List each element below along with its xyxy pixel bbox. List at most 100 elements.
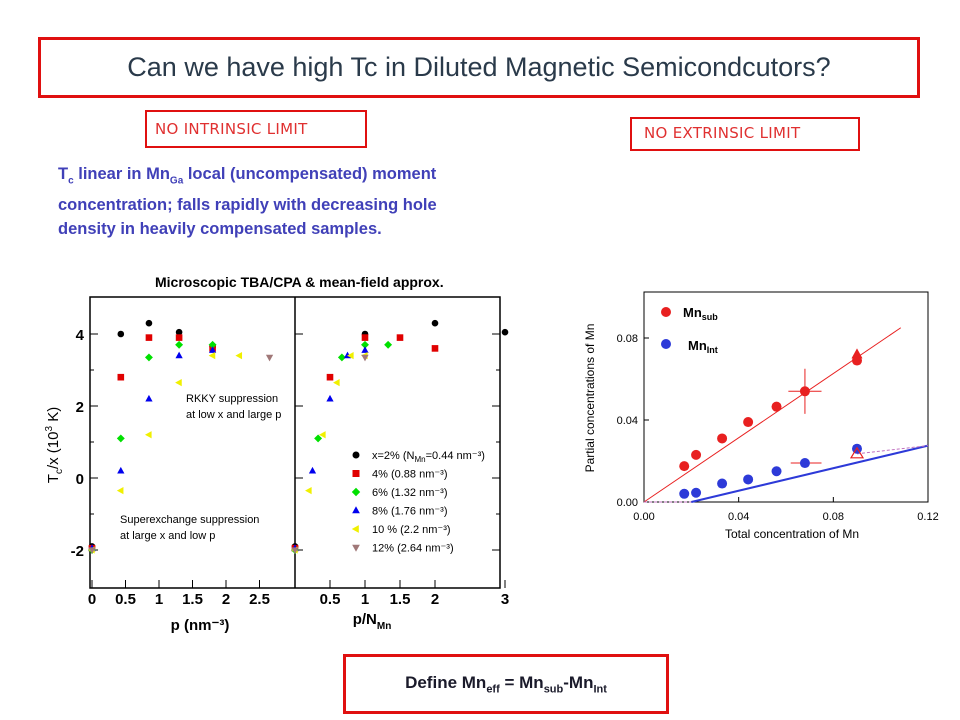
- conc-chart-ticks: 0.00 0.04 0.08 0.12 0.00 0.04 0.08: [617, 333, 939, 523]
- tc-point-s0: [145, 319, 153, 327]
- tc-point-s4: [116, 486, 124, 495]
- tc-point-s4: [347, 351, 354, 360]
- tc-point-s1: [145, 334, 153, 341]
- tc-point-s5: [291, 547, 299, 554]
- define-sub: sub: [543, 683, 564, 696]
- int-dash-ext: [856, 445, 929, 455]
- conc-x-tick-label: 0.12: [917, 511, 938, 523]
- tc-point-s3: [308, 466, 317, 474]
- y-tick-label: 2: [76, 399, 84, 416]
- tc-ylabel: Tc/x (103 K): [44, 407, 65, 483]
- x-tick-label: 2: [431, 591, 439, 608]
- tc-point-s2: [337, 353, 346, 362]
- legend-marker-0: [352, 451, 360, 459]
- tc-point-s3: [175, 351, 183, 359]
- tc-right-xlabel-main: p/N: [353, 611, 377, 628]
- tc-chart-points: [88, 319, 509, 554]
- rkky-annotation-1: RKKY suppression: [186, 393, 278, 405]
- legend-mnint-marker: [661, 339, 671, 349]
- tc-legend: x=2% (NMn=0.44 nm⁻³) 4% (0.88 nm⁻³) 6% (1.…: [351, 450, 485, 555]
- legend-label-end: =0.44 nm⁻³): [426, 450, 485, 462]
- slide-title: Can we have high Tc in Diluted Magnetic …: [127, 52, 831, 82]
- tc-right-xlabel: p/NMn: [353, 611, 392, 632]
- legend-mnsub-label: Mnsub: [683, 305, 718, 322]
- tc-ylabel-sup: 3: [44, 426, 55, 432]
- tc-point-s2: [208, 340, 217, 349]
- conc-point-s1: [691, 487, 702, 498]
- tc-point-s2: [144, 353, 153, 362]
- legend-marker-1: [352, 470, 360, 477]
- x-tick-label: 0.5: [320, 591, 341, 608]
- define-int: Int: [593, 683, 607, 696]
- conc-point-s0: [743, 417, 754, 428]
- tc-ylabel-end: K): [45, 407, 62, 426]
- conc-point-s0: [771, 401, 782, 412]
- desc-line-b: local (uncompensated) moment concentrati…: [58, 165, 437, 239]
- tc-point-s0: [117, 330, 125, 338]
- legend-marker-5: [352, 544, 360, 552]
- legend-marker-3: [352, 506, 360, 514]
- x-tick-label: 2.5: [249, 591, 270, 608]
- superexchange-annotation-2: at large x and low p: [120, 530, 215, 542]
- tc-point-s0: [431, 319, 439, 327]
- tc-annotations: RKKY suppression at low x and large p Su…: [120, 393, 281, 542]
- conc-point-s1: [679, 488, 690, 499]
- x-tick-label: 1: [155, 591, 163, 608]
- tc-point-s1: [117, 373, 125, 381]
- tc-point-s4: [208, 351, 216, 360]
- legend-label-1: 4% (0.88 nm⁻³): [372, 469, 448, 481]
- conc-point-s0: [691, 449, 702, 460]
- open-triangle: [849, 446, 865, 459]
- conc-xlabel: Total concentration of Mn: [725, 527, 859, 541]
- tc-point-s1: [361, 334, 369, 341]
- tc-point-s5: [361, 354, 369, 362]
- tc-point-s3: [145, 394, 153, 402]
- tc-point-s0: [175, 328, 183, 336]
- no-extrinsic-limit-label: NO EXTRINSIC LIMIT: [644, 124, 801, 142]
- tc-point-s5: [88, 547, 96, 554]
- tc-point-s4: [144, 431, 152, 439]
- mnsub-fit-line: [643, 327, 902, 503]
- legend-label-4: 10 % (2.2 nm⁻³): [372, 524, 451, 536]
- desc-line-a: linear in Mn: [73, 165, 170, 183]
- legend-label-5: 12% (2.64 nm⁻³): [372, 543, 454, 555]
- tc-point-s4: [305, 486, 312, 495]
- tc-point-s4: [319, 431, 326, 439]
- y-tick-label: -2: [71, 543, 84, 560]
- conc-x-tick-label: 0.04: [728, 511, 749, 523]
- legend-marker-4: [351, 525, 359, 533]
- conc-chart-frame: [643, 291, 929, 503]
- no-intrinsic-limit-label: NO INTRINSIC LIMIT: [155, 120, 308, 138]
- conc-point-s1: [717, 478, 728, 489]
- y-tick-label: 0: [76, 471, 84, 488]
- desc-t: T: [58, 165, 69, 183]
- conc-point-s1: [771, 466, 782, 477]
- tc-point-s2: [314, 434, 323, 443]
- tc-ylabel-sub: c: [54, 469, 65, 474]
- mnsub-triangle: [851, 348, 863, 359]
- x-tick-label: 0.5: [115, 591, 136, 608]
- tc-point-s3: [208, 346, 217, 353]
- legend-label-3: 8% (1.76 nm⁻³): [372, 506, 448, 518]
- x-tick-label: 0: [88, 591, 96, 608]
- legend-label-main: x=2% (N: [372, 450, 415, 462]
- title-box: Can we have high Tc in Diluted Magnetic …: [38, 37, 920, 98]
- define-mid: = Mn: [499, 672, 544, 692]
- y-tick-label: 4: [76, 327, 85, 344]
- tc-right-xlabel-sub: Mn: [377, 621, 391, 632]
- tc-chart-title: Microscopic TBA/CPA & mean-field approx.: [155, 274, 444, 290]
- conc-y-tick-label: 0.00: [617, 497, 638, 509]
- conc-point-s0: [799, 386, 810, 397]
- tc-point-s3: [117, 466, 125, 474]
- superexchange-annotation-1: Superexchange suppression: [120, 514, 259, 526]
- x-tick-label: 1.5: [182, 591, 203, 608]
- legend-mnint-main: Mn: [688, 338, 707, 353]
- conc-point-s1: [743, 474, 754, 485]
- description-text: Tc linear in MnGa local (uncompensated) …: [58, 162, 498, 241]
- tc-point-s4: [235, 351, 243, 360]
- legend-mnint-sub: Int: [707, 345, 718, 355]
- legend-marker-2: [351, 487, 361, 497]
- tc-point-s3: [361, 346, 369, 353]
